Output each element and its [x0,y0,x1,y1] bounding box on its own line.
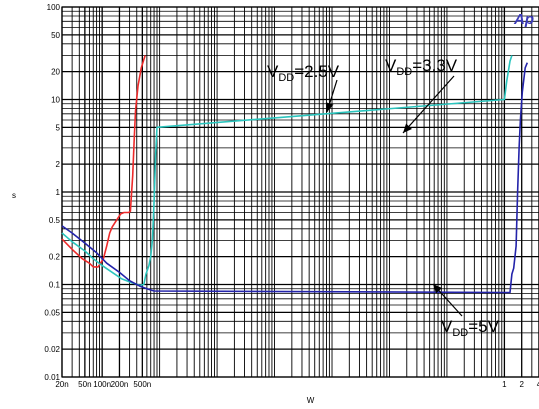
y-tick-label: 5 [56,123,61,132]
vdd-symbol: V [385,56,397,75]
vdd-value: =2.5V [294,62,340,81]
y-axis-label: s [12,191,16,200]
x-tick-label: 500n [133,380,151,389]
brand-logo-text: Ap [513,11,534,28]
x-tick-label: 50n [78,380,91,389]
vdd-annotation-label: VDD=3.3V [385,56,458,78]
series-line-2 [61,55,513,287]
x-tick-label: 20n [55,380,68,389]
y-tick-label: 0.5 [49,216,61,225]
vdd-subscript: DD [396,66,412,78]
y-tick-label: 2 [56,160,61,169]
x-tick-label: 1 [502,380,507,389]
vdd-symbol: V [441,317,453,336]
y-tick-label: 0.1 [49,281,61,290]
vdd-symbol: V [267,62,279,81]
vdd-annotation-label: VDD=5V [441,317,500,339]
y-tick-label: 0.02 [44,345,60,354]
series-group [61,55,529,294]
vdd-value: =5V [468,317,499,336]
plot-frame [61,6,539,378]
x-tick-label: 100n [93,380,111,389]
x-tick-label: 4 [537,380,539,389]
vdd-annotation-label: VDD=2.5V [267,62,340,84]
vdd-subscript: DD [278,72,294,84]
y-tick-label: 10 [51,96,60,105]
x-axis-label: W [307,396,315,405]
x-tick-label: 2 [519,380,524,389]
annotation-arrow-head [325,102,334,112]
y-tick-label: 0.2 [49,253,61,262]
series-line-1 [61,55,146,268]
annotation-arrow-head [433,284,443,294]
x-tick-label: 200n [111,380,129,389]
vdd-subscript: DD [452,327,468,339]
y-tick-label: 100 [47,3,61,12]
annotation-arrow-line [402,75,455,134]
vdd-value: =3.3V [412,56,458,75]
y-tick-label: 1 [56,188,61,197]
y-tick-label: 50 [51,31,60,40]
y-tick-label: 20 [51,68,60,77]
y-tick-label: 0.05 [44,308,60,317]
series-line-3 [61,62,529,294]
y-tick-label: 0.01 [44,373,60,382]
annotation-arrow-head [403,123,412,133]
